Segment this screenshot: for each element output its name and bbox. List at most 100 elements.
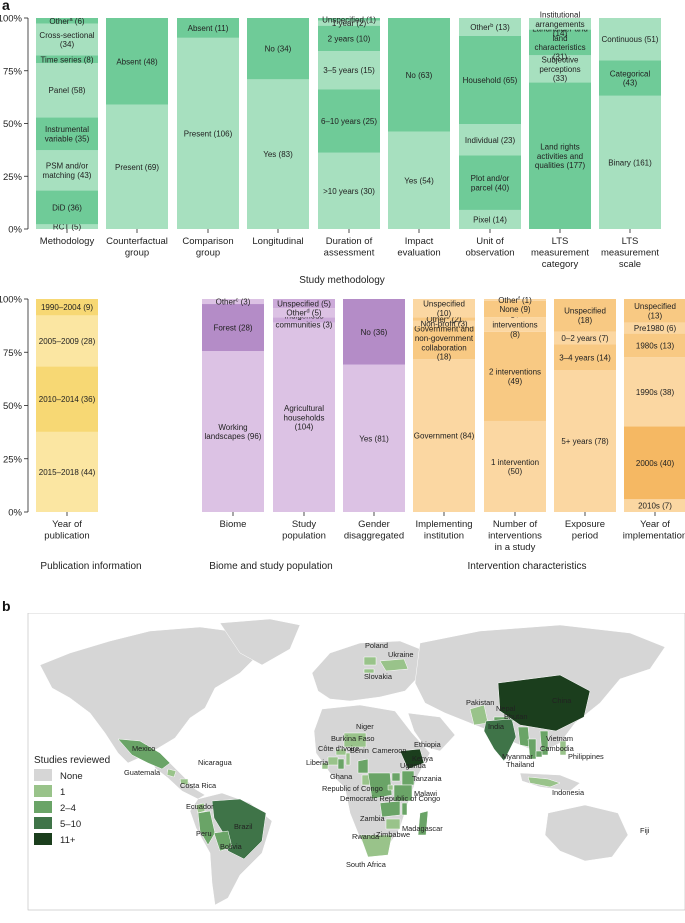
bar-segment-continuous-51: [599, 18, 661, 61]
bar-segment-otherb-13: [459, 18, 521, 36]
segment-label-2010-2014-36: 2010–2014 (36): [39, 395, 96, 404]
svg-text:evaluation: evaluation: [397, 248, 440, 259]
svg-text:Othera (6): Othera (6): [49, 17, 84, 26]
svg-text:interventions: interventions: [488, 531, 542, 542]
bar-segment-2010-2014-36: [36, 366, 98, 432]
segment-label-unspecified-5: Unspecified (5): [277, 300, 331, 309]
svg-text:(13): (13): [648, 311, 663, 320]
bar-segment-unspecified-1: [318, 18, 380, 21]
country-label-burkina-faso: Burkina Faso: [331, 734, 375, 743]
bar-segment-institutional-arrangements-14: [529, 18, 591, 30]
svg-text:(31): (31): [553, 52, 568, 61]
country-label-south-africa: South Africa: [346, 860, 387, 869]
country-label-bolivia: Bolivia: [220, 842, 243, 851]
bar-segment-government-and-non-government-collaboration-18: [413, 326, 475, 360]
country-uganda: [391, 772, 401, 782]
country-madagascar: [417, 810, 429, 836]
bar-segment-6-10-years-25: [318, 89, 380, 153]
svg-text:DiD (36): DiD (36): [52, 203, 82, 212]
bar-segment-3-5-years-15: [318, 51, 380, 90]
svg-text:>10 years (30): >10 years (30): [323, 187, 375, 196]
svg-text:(43): (43): [623, 79, 638, 88]
svg-text:matching (43): matching (43): [43, 171, 92, 180]
country-ecuador: [195, 802, 206, 814]
segment-label-1980s-13: 1980s (13): [636, 341, 675, 350]
svg-text:Yes (83): Yes (83): [263, 150, 293, 159]
svg-text:No (34): No (34): [265, 45, 292, 54]
segment-label-no-34: No (34): [265, 45, 292, 54]
bar-segment-3-interventions-8: [484, 317, 546, 332]
segment-label-2015-2018-44: 2015–2018 (44): [39, 468, 96, 477]
svg-text:2010s (7): 2010s (7): [638, 502, 672, 511]
svg-text:characteristics: characteristics: [534, 43, 585, 52]
svg-text:variable (35): variable (35): [45, 134, 90, 143]
bar-segment-indigenous-communities-3: [273, 317, 335, 323]
bar-segment-did-36: [36, 190, 98, 225]
bar-study-population: Agriculturalhouseholds(104)Indigenouscom…: [273, 299, 335, 542]
y-tick-label: 50%: [3, 401, 23, 412]
category-label-longitudinal: Longitudinal: [252, 236, 303, 247]
svg-text:Study: Study: [292, 519, 317, 530]
country-label-thailand: Thailand: [506, 760, 534, 769]
svg-text:(18): (18): [578, 316, 593, 325]
country-vietnam: [539, 730, 549, 756]
segment-label-pre1980-6: Pre1980 (6): [634, 324, 677, 333]
svg-text:LTS: LTS: [622, 236, 639, 247]
bar-segment-1-intervention-50: [484, 420, 546, 512]
y-tick-label: 75%: [3, 66, 23, 77]
svg-text:disaggregated: disaggregated: [344, 531, 404, 542]
svg-text:2010–2014 (36): 2010–2014 (36): [39, 395, 96, 404]
svg-text:3–4 years (14): 3–4 years (14): [559, 353, 611, 362]
bar-segment-yes-83: [247, 79, 309, 229]
svg-text:Number of: Number of: [493, 519, 538, 530]
country-rwanda: [387, 784, 394, 791]
bar-segment-absent-48: [106, 18, 168, 105]
bar-segment-forest-28: [202, 304, 264, 351]
country-label-zimbabwe: Zimbabwe: [376, 830, 410, 839]
bar-exposure-period: 5+ years (78) 3–4 years (14) 0–2 years (7)…: [554, 299, 616, 542]
country-greenland: [219, 618, 301, 666]
country-ghana: [337, 758, 345, 770]
segment-label-10-years-30: >10 years (30): [323, 187, 375, 196]
legend-label-1: 1: [60, 787, 65, 798]
segment-label-yes-81: Yes (81): [359, 434, 389, 443]
svg-text:1 year (2): 1 year (2): [332, 19, 367, 28]
country-guatemala: [166, 768, 177, 778]
panel-label-b: b: [2, 598, 11, 614]
country-bolivia: [213, 830, 233, 852]
country-label-china: China: [552, 696, 572, 705]
legend-label-none: None: [60, 771, 83, 782]
bar-segment-2-years-10: [318, 25, 380, 52]
segment-label-categorical-43: Categorical(43): [610, 69, 651, 87]
svg-text:(18): (18): [437, 353, 452, 362]
country-thailand: [527, 738, 537, 760]
country-malawi: [401, 802, 408, 816]
svg-text:Agricultural: Agricultural: [284, 404, 324, 413]
country-label-liberia: Liberia: [306, 758, 329, 767]
bar-segment-1990s-38: [624, 357, 685, 427]
bar-segment-rct-5: [36, 224, 98, 229]
svg-text:perceptions: perceptions: [539, 65, 580, 74]
svg-text:communities (3): communities (3): [276, 321, 333, 330]
segment-label-otherd-5: Otherd (5): [286, 309, 321, 318]
svg-text:Otherd (5): Otherd (5): [286, 309, 321, 318]
svg-text:Duration of: Duration of: [326, 236, 373, 247]
svg-text:Implementing: Implementing: [415, 519, 472, 530]
bar-segment-0-2-years-7: [554, 331, 616, 345]
bar-segment-pixel-14: [459, 209, 521, 229]
country-china: [497, 674, 591, 732]
country-ukraine: [379, 658, 409, 672]
legend-label-5-10: 5–10: [60, 819, 81, 830]
svg-text:arrangements: arrangements: [535, 20, 584, 29]
